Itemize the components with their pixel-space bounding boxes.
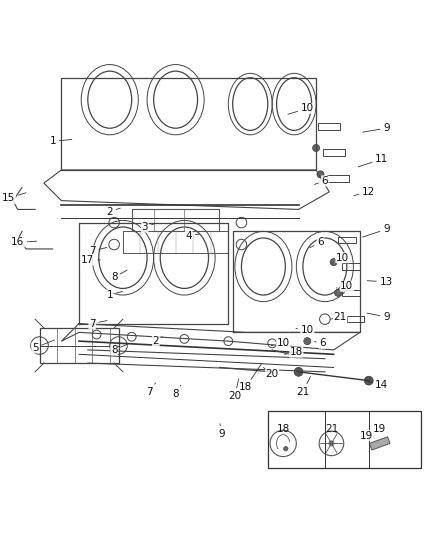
Text: 19: 19: [372, 424, 385, 434]
Text: 1: 1: [49, 136, 72, 147]
Circle shape: [334, 289, 341, 296]
Text: 16: 16: [11, 237, 37, 247]
Text: 7: 7: [145, 383, 155, 397]
Circle shape: [303, 337, 310, 345]
Text: 8: 8: [110, 270, 127, 282]
Text: 19: 19: [359, 431, 372, 440]
Circle shape: [328, 441, 333, 446]
Text: 6: 6: [314, 176, 328, 186]
Text: 4: 4: [185, 231, 199, 241]
Polygon shape: [369, 437, 389, 450]
Text: 21: 21: [324, 424, 337, 434]
Text: 1: 1: [106, 290, 122, 300]
Bar: [267, 411, 420, 469]
Text: 9: 9: [362, 123, 389, 133]
Text: 18: 18: [284, 347, 302, 357]
Text: 10: 10: [295, 325, 313, 335]
Text: 8: 8: [172, 385, 180, 399]
Text: 9: 9: [218, 424, 225, 439]
Circle shape: [329, 259, 336, 265]
Text: 17: 17: [81, 255, 100, 265]
Text: 2: 2: [106, 207, 120, 216]
Text: 13: 13: [366, 277, 392, 287]
Circle shape: [283, 447, 287, 451]
Bar: [342, 290, 359, 296]
Bar: [326, 175, 348, 182]
Bar: [318, 123, 339, 130]
Text: 10: 10: [331, 253, 348, 263]
Text: 18: 18: [239, 363, 261, 392]
Text: 3: 3: [141, 222, 155, 232]
Text: 11: 11: [357, 154, 388, 167]
Bar: [337, 237, 355, 243]
Text: 15: 15: [2, 193, 26, 204]
Text: 6: 6: [309, 237, 323, 248]
Text: 10: 10: [271, 338, 289, 349]
Circle shape: [364, 376, 372, 385]
Text: 21: 21: [296, 376, 310, 397]
Text: 2: 2: [152, 336, 162, 346]
Text: 5: 5: [32, 340, 54, 353]
Text: 9: 9: [362, 224, 389, 237]
Circle shape: [293, 367, 302, 376]
Text: 7: 7: [88, 246, 107, 256]
Bar: [39, 328, 118, 363]
Text: 20: 20: [263, 367, 278, 379]
Text: 9: 9: [366, 312, 389, 322]
Text: 10: 10: [336, 281, 353, 291]
Text: 10: 10: [287, 103, 313, 114]
Text: 14: 14: [366, 380, 388, 390]
Bar: [322, 149, 344, 156]
Text: 20: 20: [228, 379, 241, 401]
Bar: [342, 263, 359, 270]
Text: 21: 21: [330, 312, 346, 322]
Circle shape: [316, 171, 323, 178]
Circle shape: [312, 144, 319, 151]
Text: 12: 12: [353, 187, 374, 197]
Text: 6: 6: [314, 338, 325, 349]
Text: 18: 18: [276, 424, 289, 434]
Bar: [346, 316, 364, 322]
Text: 8: 8: [110, 344, 127, 355]
Text: 7: 7: [88, 319, 107, 328]
